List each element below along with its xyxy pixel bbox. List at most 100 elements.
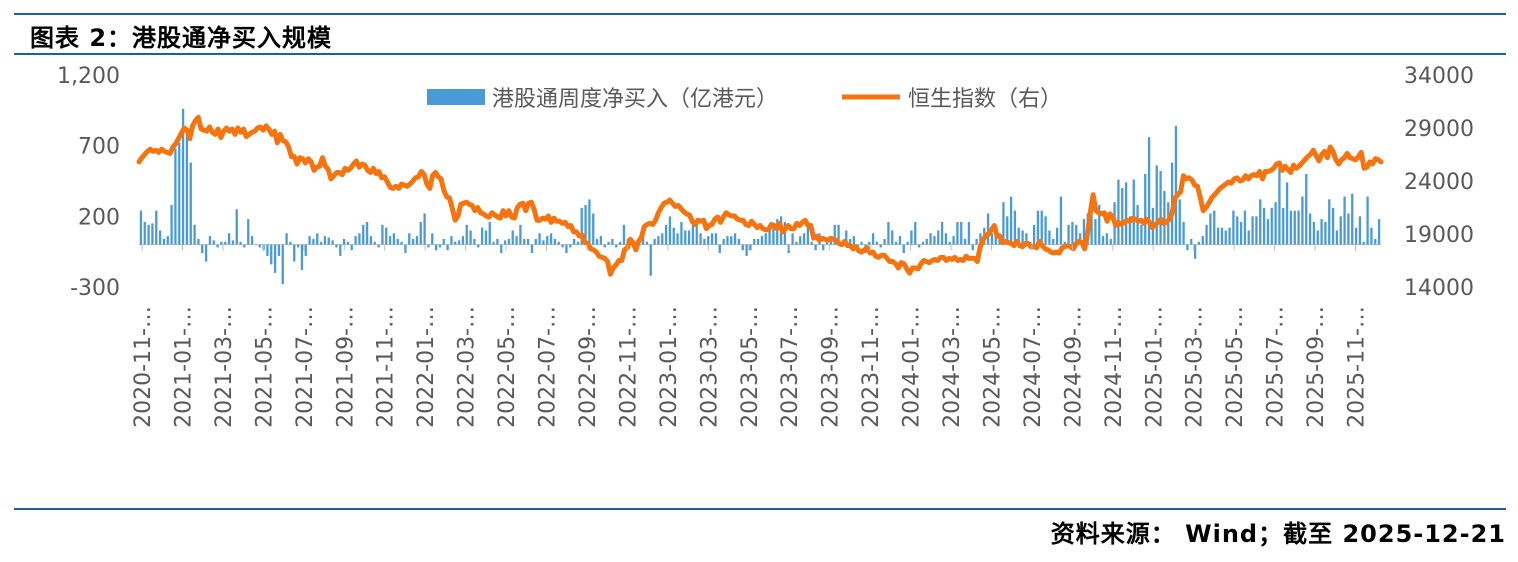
bar bbox=[143, 221, 146, 245]
y-left-tick-label: 700 bbox=[78, 135, 120, 160]
x-tick-label: 2022-11-… bbox=[616, 306, 641, 428]
bar bbox=[1182, 221, 1185, 245]
bar bbox=[227, 233, 231, 245]
x-tick-label: 2024-01-… bbox=[900, 306, 925, 428]
x-tick-label: 2023-11-… bbox=[859, 306, 884, 428]
bar bbox=[990, 233, 994, 245]
bar bbox=[427, 244, 430, 248]
bar bbox=[1351, 193, 1354, 245]
bar bbox=[270, 244, 273, 265]
bar bbox=[1220, 227, 1224, 245]
y-right-tick-label: 14000 bbox=[1404, 276, 1474, 301]
bar bbox=[615, 244, 618, 248]
bar bbox=[450, 236, 453, 245]
bar bbox=[388, 236, 392, 245]
y-axis-left: -300 200 700 1,200 bbox=[57, 64, 120, 301]
bar bbox=[369, 236, 373, 245]
bar bbox=[1159, 171, 1162, 245]
bar bbox=[212, 240, 215, 245]
bar bbox=[396, 238, 399, 245]
bar bbox=[534, 238, 537, 245]
bar bbox=[362, 224, 365, 245]
bar bbox=[829, 238, 833, 245]
bar bbox=[944, 233, 948, 245]
bottom-rule bbox=[14, 508, 1506, 510]
bar bbox=[860, 241, 863, 245]
bar bbox=[189, 162, 192, 245]
bar bbox=[546, 236, 549, 245]
bar bbox=[699, 233, 702, 245]
figure-title: 图表 2：港股通净买入规模 bbox=[30, 24, 333, 52]
x-tick-label: 2022-07-… bbox=[536, 306, 561, 428]
bar bbox=[588, 199, 591, 245]
bar bbox=[1009, 196, 1013, 245]
bar bbox=[507, 238, 511, 245]
bar bbox=[193, 224, 196, 245]
bar bbox=[530, 244, 534, 254]
bar bbox=[848, 238, 852, 245]
bar bbox=[791, 233, 794, 245]
x-tick-label: 2024-11-… bbox=[1102, 306, 1127, 428]
bar bbox=[940, 221, 944, 245]
bar bbox=[657, 236, 660, 245]
bar bbox=[542, 240, 545, 245]
bar bbox=[1090, 213, 1093, 245]
bar bbox=[289, 241, 292, 245]
bar bbox=[1002, 202, 1005, 245]
bar bbox=[914, 221, 917, 245]
line-series-hang-seng bbox=[136, 114, 1384, 277]
bar bbox=[319, 241, 323, 245]
bar bbox=[178, 142, 181, 245]
bar bbox=[155, 210, 158, 245]
bar bbox=[1316, 230, 1319, 245]
bar bbox=[1297, 210, 1300, 245]
bar bbox=[549, 233, 553, 245]
title-rule bbox=[14, 53, 1506, 55]
x-tick-label: 2021-07-… bbox=[293, 306, 318, 428]
x-tick-label: 2023-05-… bbox=[738, 306, 763, 428]
x-tick-label: 2025-11-… bbox=[1345, 306, 1370, 428]
bar bbox=[891, 230, 894, 245]
y-axis-right: 14000 19000 24000 29000 34000 bbox=[1404, 64, 1474, 301]
bar bbox=[304, 244, 307, 256]
bar bbox=[753, 238, 756, 245]
bar bbox=[695, 221, 698, 245]
bar bbox=[316, 233, 319, 245]
bar bbox=[1236, 216, 1239, 245]
bar bbox=[1305, 173, 1308, 245]
bar bbox=[239, 241, 242, 245]
bar bbox=[1078, 233, 1082, 245]
bar bbox=[1059, 196, 1063, 245]
bar bbox=[1331, 207, 1335, 245]
bar bbox=[1205, 224, 1208, 245]
bar bbox=[618, 241, 622, 245]
bar bbox=[845, 230, 848, 245]
bar bbox=[465, 224, 468, 245]
x-tick-label: 2022-09-… bbox=[576, 306, 601, 428]
x-tick-label: 2022-03-… bbox=[455, 306, 480, 428]
bar bbox=[438, 244, 442, 248]
bar bbox=[503, 240, 507, 245]
bar bbox=[247, 219, 250, 245]
bar bbox=[603, 244, 606, 248]
bar bbox=[584, 205, 587, 245]
bar bbox=[810, 241, 813, 245]
bar bbox=[1347, 213, 1350, 245]
bar bbox=[216, 244, 219, 248]
bar bbox=[710, 233, 714, 245]
y-left-tick-label: -300 bbox=[70, 276, 120, 301]
bar bbox=[1370, 227, 1373, 245]
bar bbox=[185, 131, 189, 245]
bar bbox=[691, 224, 695, 245]
bar bbox=[1339, 216, 1342, 245]
bar bbox=[335, 244, 338, 248]
bar bbox=[1044, 216, 1047, 245]
bar bbox=[822, 244, 825, 251]
bar bbox=[331, 240, 334, 245]
bar bbox=[875, 241, 879, 245]
bar bbox=[342, 238, 346, 245]
bar bbox=[607, 241, 610, 245]
bar bbox=[1278, 168, 1281, 245]
bar bbox=[653, 238, 656, 245]
bar bbox=[243, 244, 246, 248]
